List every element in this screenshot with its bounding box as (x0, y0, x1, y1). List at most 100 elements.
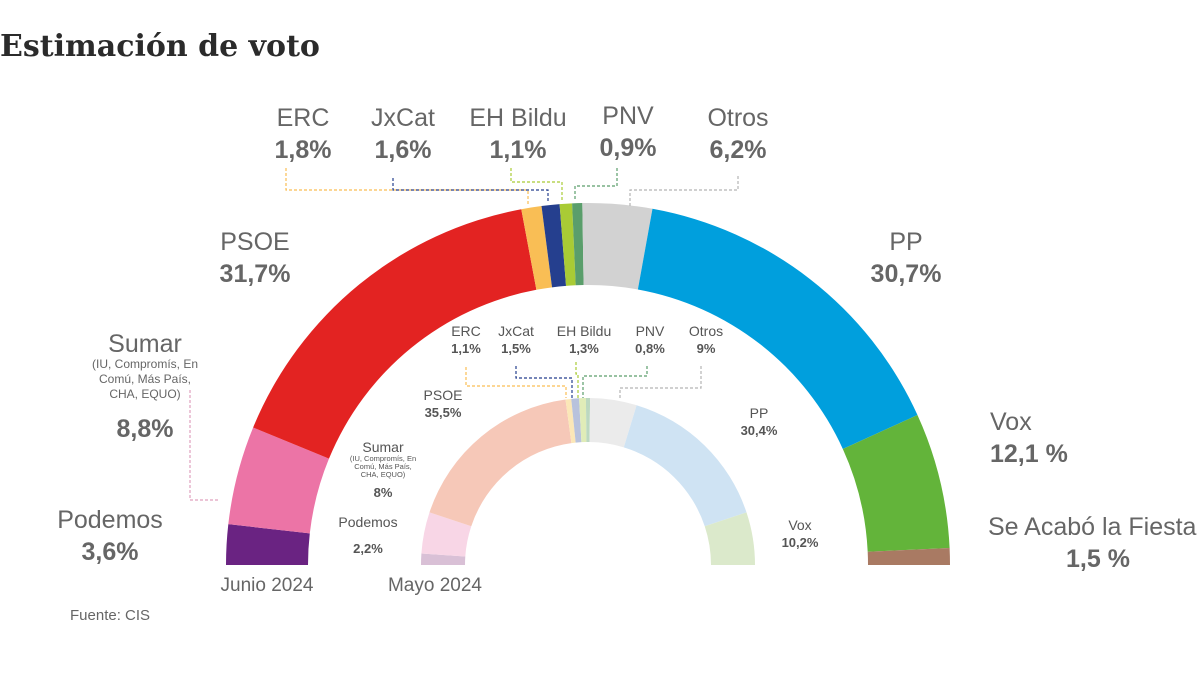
inner-label-podemos: Podemos 2,2% (338, 514, 397, 556)
leader-inner-jxcat (515, 366, 573, 398)
inner-value-eh-bildu: 1,3% (569, 341, 599, 356)
outer-value-erc: 1,8% (275, 136, 332, 164)
outer-label-psoe: PSOE 31,7% (220, 228, 291, 288)
outer-name-se-acab-la-fiesta: Se Acabó la Fiesta (988, 513, 1197, 541)
inner-arc-mayo (421, 398, 755, 565)
outer-name-vox: Vox (990, 408, 1032, 436)
inner-slice-eh-bildu (579, 398, 587, 443)
inner-sub-sumar-2: CHA, EQUO) (361, 470, 406, 479)
inner-label-erc: ERC 1,1% (451, 323, 481, 356)
outer-slice-jxcat (541, 204, 567, 288)
inner-value-sumar: 8% (374, 485, 393, 500)
outer-slice-pnv (572, 203, 584, 286)
outer-slice-se-acab-la-fiesta (867, 547, 950, 565)
outer-value-otros: 6,2% (710, 136, 767, 164)
outer-value-eh-bildu: 1,1% (490, 136, 547, 164)
leader-outer-pnv (574, 168, 618, 200)
leader-outer-sumar (189, 390, 218, 501)
inner-value-vox: 10,2% (782, 535, 819, 550)
inner-name-podemos: Podemos (338, 514, 397, 530)
outer-value-sumar: 8,8% (117, 415, 174, 443)
outer-label-jxcat: JxCat 1,6% (371, 104, 435, 164)
inner-label-eh-bildu: EH Bildu 1,3% (557, 323, 611, 356)
inner-label-psoe: PSOE 35,5% (424, 387, 463, 420)
outer-slice-erc (521, 205, 553, 290)
inner-sub-sumar-1: Comú, Más País, (354, 462, 412, 471)
inner-name-pnv: PNV (636, 323, 665, 339)
inner-name-vox: Vox (788, 517, 811, 533)
leader-inner-otros (619, 366, 702, 398)
leader-lines (189, 168, 739, 501)
outer-slice-otros (582, 203, 653, 290)
outer-label-otros: Otros 6,2% (707, 104, 768, 164)
outer-label-pnv: PNV 0,9% (600, 102, 657, 162)
outer-value-pp: 30,7% (871, 260, 942, 288)
inner-label-otros: Otros 9% (689, 323, 723, 356)
inner-label-pnv: PNV 0,8% (635, 323, 665, 356)
outer-slice-vox (842, 414, 950, 552)
outer-slice-psoe (253, 209, 537, 459)
leader-inner-erc (465, 367, 567, 398)
outer-chart-label: Junio 2024 (221, 575, 314, 596)
inner-label-jxcat: JxCat 1,5% (498, 323, 534, 356)
inner-slice-podemos (421, 553, 466, 565)
inner-value-otros: 9% (697, 341, 716, 356)
inner-name-pp: PP (750, 405, 769, 421)
inner-value-podemos: 2,2% (353, 541, 383, 556)
outer-slice-sumar (228, 427, 329, 534)
outer-name-erc: ERC (277, 104, 330, 132)
outer-value-podemos: 3,6% (82, 538, 139, 566)
leader-outer-ehbildu (510, 168, 563, 200)
outer-label-podemos: Podemos 3,6% (57, 506, 163, 566)
inner-name-eh-bildu: EH Bildu (557, 323, 611, 339)
outer-label-pp: PP 30,7% (871, 228, 942, 288)
outer-label-se-acab-la-fiesta: Se Acabó la Fiesta 1,5 % (988, 513, 1197, 573)
outer-value-se-acab-la-fiesta: 1,5 % (1066, 545, 1130, 573)
leader-inner-ehbildu (575, 362, 579, 398)
inner-chart-label: Mayo 2024 (388, 575, 482, 596)
outer-label-erc: ERC 1,8% (275, 104, 332, 164)
inner-name-jxcat: JxCat (498, 323, 534, 339)
inner-name-sumar: Sumar (362, 439, 404, 455)
inner-name-erc: ERC (451, 323, 481, 339)
outer-value-pnv: 0,9% (600, 134, 657, 162)
outer-name-psoe: PSOE (220, 228, 289, 256)
inner-name-otros: Otros (689, 323, 723, 339)
source-note: Fuente: CIS (70, 607, 150, 624)
inner-slice-sumar (421, 512, 472, 557)
outer-slice-podemos (226, 524, 310, 565)
inner-label-vox: Vox 10,2% (782, 517, 819, 550)
outer-sub-sumar-0: (IU, Compromís, En (92, 357, 198, 371)
outer-label-vox: Vox 12,1 % (990, 408, 1068, 468)
outer-label-eh-bildu: EH Bildu 1,1% (469, 104, 566, 164)
leader-outer-jxcat (392, 178, 549, 202)
inner-slice-vox (704, 512, 755, 565)
inner-label-pp: PP 30,4% (741, 405, 778, 438)
inner-slice-jxcat (571, 398, 582, 443)
outer-name-podemos: Podemos (57, 506, 163, 534)
outer-value-psoe: 31,7% (220, 260, 291, 288)
inner-value-pp: 30,4% (741, 423, 778, 438)
inner-slice-erc (565, 398, 576, 444)
outer-slice-eh-bildu (559, 203, 576, 286)
inner-name-psoe: PSOE (424, 387, 463, 403)
outer-sub-sumar-1: Comú, Más País, (99, 372, 191, 386)
outer-name-pnv: PNV (602, 102, 654, 130)
outer-arc-junio (226, 203, 950, 565)
outer-value-vox: 12,1 % (990, 440, 1068, 468)
inner-value-pnv: 0,8% (635, 341, 665, 356)
leader-outer-erc (285, 168, 529, 204)
inner-slice-pp (623, 405, 747, 527)
outer-name-pp: PP (889, 228, 922, 256)
outer-name-eh-bildu: EH Bildu (469, 104, 566, 132)
inner-sub-sumar-0: (IU, Compromís, En (350, 454, 416, 463)
leader-outer-otros (629, 176, 739, 206)
outer-name-sumar: Sumar (108, 330, 182, 358)
outer-value-jxcat: 1,6% (375, 136, 432, 164)
outer-sub-sumar-2: CHA, EQUO) (109, 387, 180, 401)
inner-slice-pnv (585, 398, 591, 443)
leader-inner-pnv (582, 366, 648, 398)
